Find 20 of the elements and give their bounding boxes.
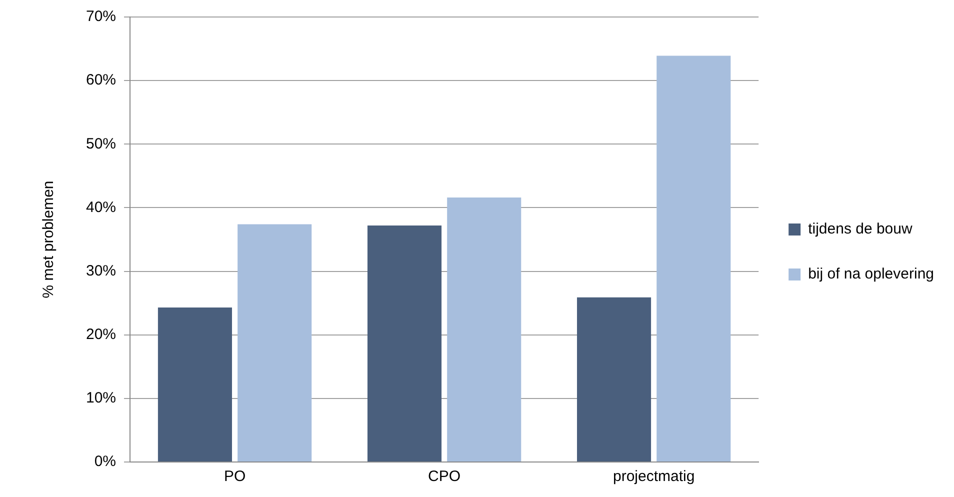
x-tick-label: CPO bbox=[428, 468, 461, 486]
bar bbox=[367, 226, 442, 462]
bar bbox=[447, 198, 522, 462]
y-axis-title: % met problemen bbox=[40, 180, 58, 298]
bar bbox=[238, 224, 312, 462]
bar bbox=[158, 308, 232, 462]
bar bbox=[576, 297, 652, 462]
y-tick-label: 70% bbox=[86, 8, 116, 26]
y-tick-label: 50% bbox=[86, 135, 116, 152]
bar bbox=[656, 56, 731, 462]
y-tick-label: 40% bbox=[86, 198, 116, 216]
y-tick-label: 0% bbox=[94, 453, 116, 470]
legend-label: bij of na oplevering bbox=[808, 266, 934, 283]
y-tick-label: 30% bbox=[86, 262, 116, 280]
y-tick-label: 10% bbox=[86, 390, 116, 407]
x-tick-label: projectmatig bbox=[612, 468, 695, 486]
x-tick-label: PO bbox=[224, 468, 246, 486]
y-tick-label: 20% bbox=[86, 326, 116, 343]
legend-label: tijdens de bouw bbox=[808, 220, 912, 238]
y-tick-label: 60% bbox=[86, 72, 116, 89]
